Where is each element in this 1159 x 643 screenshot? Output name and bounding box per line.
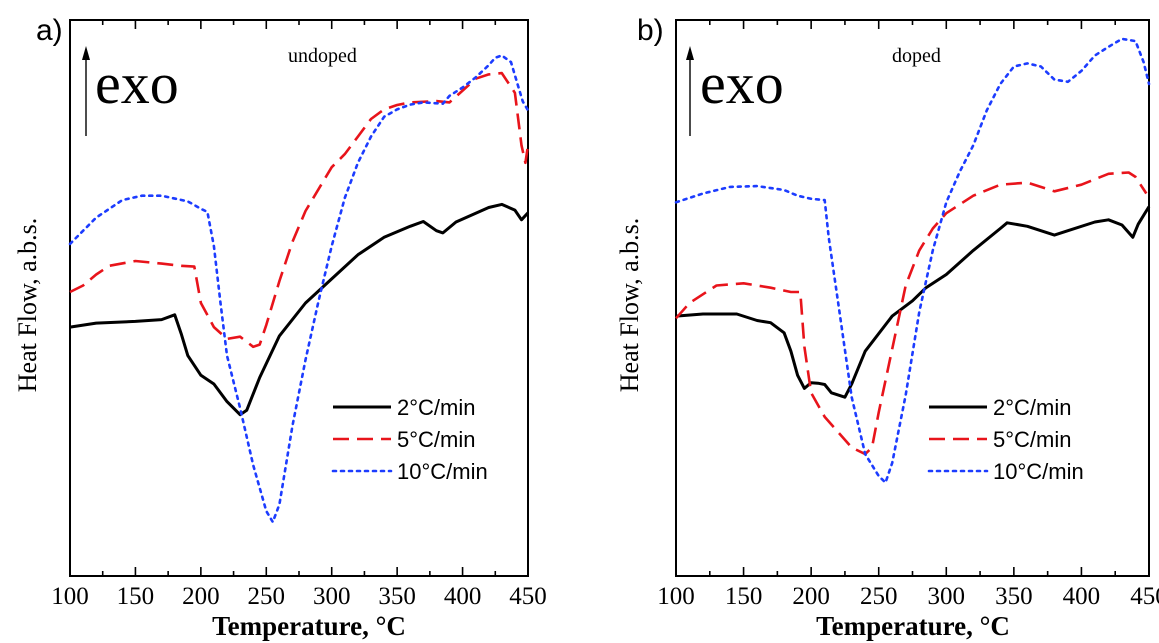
legend-label: 10°C/min bbox=[397, 459, 488, 484]
exo-arrow-head-icon bbox=[686, 46, 694, 60]
y-axis-label: Heat Flow, a.b.s. bbox=[13, 218, 42, 393]
legend-label: 2°C/min bbox=[993, 395, 1071, 420]
x-tick-label: 400 bbox=[444, 583, 482, 610]
x-tick-label: 400 bbox=[1063, 583, 1101, 610]
legend-label: 2°C/min bbox=[397, 395, 475, 420]
x-tick-label: 100 bbox=[657, 583, 695, 610]
x-tick-label: 300 bbox=[928, 583, 966, 610]
sample-annotation: doped bbox=[892, 45, 941, 67]
panel-label: b) bbox=[637, 14, 664, 47]
exo-label: exo bbox=[700, 51, 784, 116]
y-axis-label: Heat Flow, a.b.s. bbox=[615, 218, 644, 393]
legend-label: 5°C/min bbox=[993, 427, 1071, 452]
x-tick-label: 250 bbox=[248, 583, 286, 610]
x-tick-label: 350 bbox=[995, 583, 1033, 610]
panel-label: a) bbox=[36, 14, 63, 47]
x-tick-label: 450 bbox=[509, 583, 547, 610]
legend-label: 5°C/min bbox=[397, 427, 475, 452]
series-line bbox=[70, 204, 528, 414]
sample-annotation: undoped bbox=[288, 45, 357, 67]
series-line bbox=[676, 173, 1146, 455]
x-tick-label: 150 bbox=[725, 583, 763, 610]
legend-label: 10°C/min bbox=[993, 459, 1084, 484]
x-tick-label: 100 bbox=[51, 583, 89, 610]
x-tick-label: 250 bbox=[860, 583, 898, 610]
x-tick-label: 150 bbox=[117, 583, 155, 610]
x-tick-label: 300 bbox=[313, 583, 351, 610]
x-axis-label: Temperature, °C bbox=[816, 611, 1010, 641]
series-line bbox=[70, 56, 528, 523]
x-axis-label: Temperature, °C bbox=[212, 611, 406, 641]
x-tick-label: 200 bbox=[792, 583, 830, 610]
exo-label: exo bbox=[95, 51, 179, 116]
exo-arrow-head-icon bbox=[82, 46, 90, 60]
x-tick-label: 450 bbox=[1130, 583, 1159, 610]
panel-a: a) exo undoped Temperature, °C Heat Flow… bbox=[13, 14, 547, 641]
panel-b: b) exo doped Temperature, °C Heat Flow, … bbox=[615, 14, 1159, 641]
x-tick-label: 200 bbox=[182, 583, 220, 610]
series-line bbox=[676, 207, 1149, 398]
x-tick-label: 350 bbox=[378, 583, 416, 610]
